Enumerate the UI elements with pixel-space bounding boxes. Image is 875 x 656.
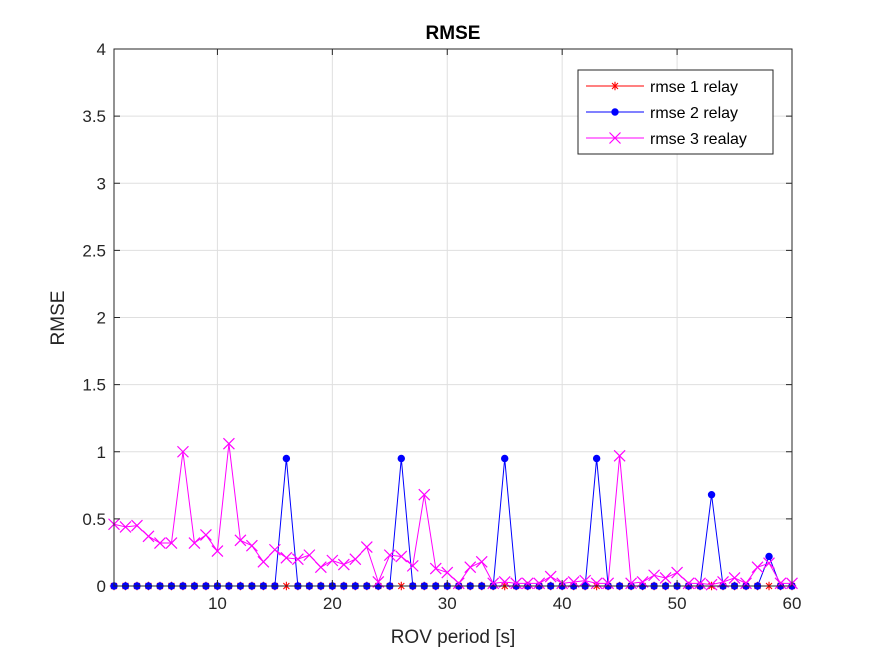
data-point [625,577,638,590]
data-point [475,555,488,568]
data-point [682,577,695,590]
data-point [188,537,201,549]
data-point [592,454,601,463]
data-point [200,529,212,541]
legend-marker [610,81,620,91]
data-point [234,534,247,547]
data-point [280,551,293,564]
data-point [579,574,592,587]
data-point [349,553,362,566]
data-point [452,577,465,590]
data-point [337,558,350,571]
legend-marker [609,132,621,144]
data-point [648,569,661,582]
data-point [314,561,327,574]
data-point [303,549,316,562]
data-point [763,557,775,570]
data-point [671,566,684,579]
legend-label: rmse 1 relay [650,79,738,96]
legend-label: rmse 3 realay [650,131,747,148]
data-point [521,577,534,590]
data-point [728,572,741,584]
data-point [131,519,143,532]
data-point [602,577,615,590]
data-point [740,577,752,590]
data-point [245,539,258,552]
data-point [751,561,764,574]
data-point [406,559,419,572]
data-point [418,488,431,501]
data-point [142,530,155,543]
chart-title: RMSE [426,23,481,44]
legend-item: rmse 3 realay [586,131,747,148]
data-point [590,577,603,590]
data-point [544,570,557,583]
tick-layer: 0 0.5 1 1.5 2 2.5 3 3.5 4 10 20 30 40 50 60 [82,40,801,613]
data-point [119,521,132,533]
data-point [282,454,291,463]
data-point [694,577,706,590]
data-point [705,578,718,591]
data-point [487,577,500,590]
data-point [395,550,408,563]
legend-item: rmse 2 relay [586,105,738,122]
data-point [429,562,442,575]
data-point [533,577,546,590]
data-point [441,566,454,579]
legend-label: rmse 2 relay [650,105,738,122]
y-tick-label: 2.5 [82,241,106,260]
x-tick-label: 60 [783,594,802,613]
data-point [707,491,716,499]
x-tick-label: 20 [323,594,342,613]
y-tick-label: 1.5 [82,376,106,395]
data-point [268,543,281,556]
data-point [501,454,509,463]
data-point [177,445,189,458]
y-tick-label: 0.5 [82,510,106,529]
y-tick-label: 2 [97,309,106,328]
data-point [765,552,773,561]
data-point [397,454,405,463]
legend-marker [611,108,619,116]
legend-item: rmse 1 relay [586,79,738,96]
data-point [360,541,373,553]
data-point [222,437,235,450]
y-axis-title: RMSE [48,291,69,346]
y-tick-label: 0 [97,577,106,596]
x-tick-label: 50 [668,594,687,613]
x-axis-title: ROV period [s] [391,627,516,648]
y-tick-label: 4 [97,40,106,59]
legend: rmse 1 relay rmse 2 relay rmse 3 realay [577,69,774,155]
y-tick-label: 1 [97,443,106,462]
data-point [291,553,304,566]
data-point [326,554,339,567]
x-tick-label: 40 [553,594,572,613]
data-point [383,549,396,562]
data-point [257,555,270,568]
series-3 [108,437,798,591]
x-tick-label: 10 [208,594,227,613]
data-point [774,577,787,590]
data-point [510,577,523,590]
y-tick-label: 3.5 [82,107,106,126]
data-point [613,449,626,462]
data-point [165,537,178,549]
data-point [464,561,477,574]
y-tick-label: 3 [97,174,106,193]
x-tick-label: 30 [438,594,457,613]
data-point [659,572,672,584]
data-point [154,537,166,549]
data-point [211,545,224,558]
